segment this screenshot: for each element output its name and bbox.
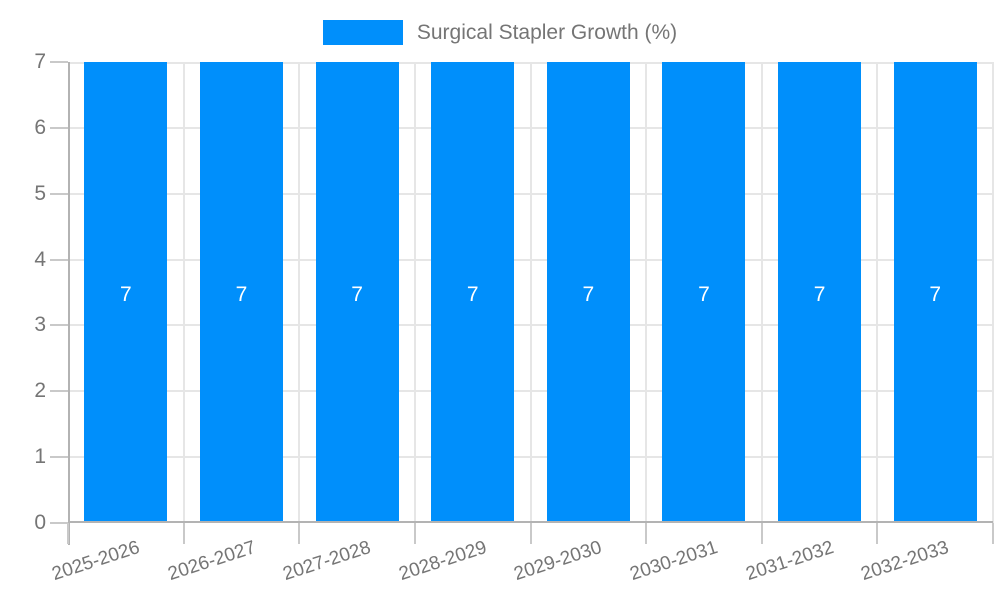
bar-value-label: 7 xyxy=(119,283,132,306)
x-axis-label: 2026-2027 xyxy=(165,537,258,586)
v-gridline xyxy=(413,62,416,523)
y-tick xyxy=(50,522,68,524)
y-axis-label: 4 xyxy=(34,247,46,271)
x-axis-label: 2031-2032 xyxy=(743,537,837,586)
x-axis-line xyxy=(68,521,993,523)
y-axis-label: 6 xyxy=(34,115,46,139)
bar: 7 xyxy=(893,62,977,523)
y-tick xyxy=(50,192,68,195)
v-gridline xyxy=(529,62,532,523)
x-tick xyxy=(67,523,69,544)
x-tick xyxy=(876,523,879,544)
x-axis-label: 2032-2033 xyxy=(858,537,952,586)
y-axis-label: 2 xyxy=(34,379,46,403)
y-tick xyxy=(50,258,68,261)
y-axis-label: 5 xyxy=(34,181,46,205)
bar-value-label: 7 xyxy=(466,283,479,306)
v-gridline xyxy=(760,62,763,523)
y-tick xyxy=(50,126,68,129)
legend-label: Surgical Stapler Growth (%) xyxy=(416,20,678,44)
v-gridline xyxy=(992,62,994,523)
x-tick xyxy=(992,523,994,544)
bar: 7 xyxy=(546,62,630,523)
y-axis-line xyxy=(68,62,70,545)
bar-value-label: 7 xyxy=(351,283,363,306)
chart-legend: Surgical Stapler Growth (%) xyxy=(0,20,1000,45)
bar-value-label: 7 xyxy=(582,283,595,306)
y-axis-label: 7 xyxy=(34,50,46,73)
x-tick xyxy=(182,523,185,544)
x-tick xyxy=(645,523,648,544)
x-tick xyxy=(298,523,301,544)
bar: 7 xyxy=(84,62,168,523)
bar-value-label: 7 xyxy=(929,283,942,306)
v-gridline xyxy=(645,62,648,523)
bar-value-label: 7 xyxy=(813,283,826,306)
y-tick xyxy=(50,61,68,63)
x-axis-label: 2027-2028 xyxy=(280,537,374,586)
x-tick xyxy=(760,523,763,544)
legend-swatch xyxy=(322,20,403,45)
v-gridline xyxy=(298,62,301,523)
bar: 7 xyxy=(431,62,515,523)
y-axis-label: 1 xyxy=(34,445,46,469)
y-tick xyxy=(50,324,68,327)
bar-value-label: 7 xyxy=(235,283,248,306)
x-axis-label: 2028-2029 xyxy=(396,537,490,586)
plot-area: 7 7 7 7 7 7 7 7 xyxy=(50,61,994,545)
y-axis-label: 0 xyxy=(34,511,46,534)
y-axis-labels: 0 1 2 3 4 5 6 7 xyxy=(0,50,46,534)
x-axis-label: 2025-2026 xyxy=(49,537,143,586)
y-tick xyxy=(50,390,68,393)
v-gridline xyxy=(876,62,879,523)
x-tick xyxy=(413,523,416,544)
x-axis-label: 2030-2031 xyxy=(627,537,721,586)
v-gridline xyxy=(182,62,185,523)
bar: 7 xyxy=(778,62,862,523)
bar: 7 xyxy=(199,62,283,523)
x-axis-label: 2029-2030 xyxy=(511,537,605,586)
x-tick xyxy=(529,523,532,544)
bar-value-label: 7 xyxy=(698,283,710,306)
bar: 7 xyxy=(662,62,746,523)
y-axis-label: 3 xyxy=(34,313,46,337)
bar: 7 xyxy=(315,62,399,523)
y-tick xyxy=(50,456,68,459)
